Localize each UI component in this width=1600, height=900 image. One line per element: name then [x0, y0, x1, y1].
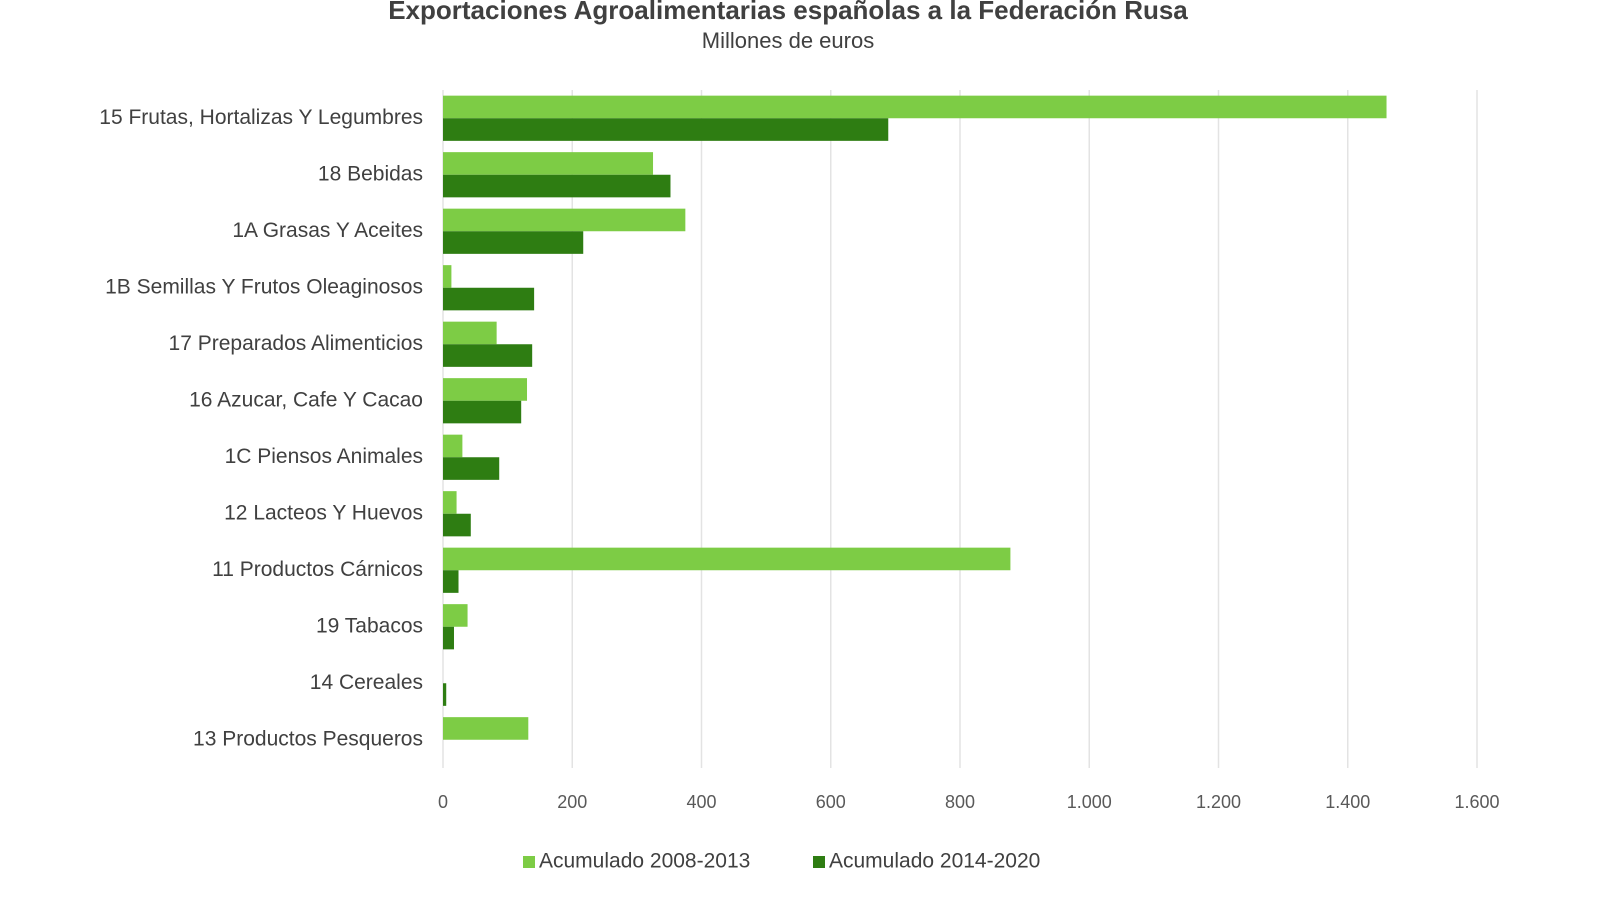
bar: [443, 287, 535, 311]
bar: [443, 118, 889, 141]
bar: [443, 378, 528, 401]
bar: [443, 717, 529, 740]
y-tick-label: 14 Cereales: [310, 671, 423, 694]
legend-swatch: [523, 856, 535, 868]
bar: [443, 570, 459, 593]
bar: [443, 400, 522, 424]
x-tick-label: 800: [945, 792, 975, 812]
bar: [443, 152, 654, 175]
x-tick-label: 1.600: [1454, 792, 1499, 812]
bar: [443, 434, 463, 458]
legend-swatch: [813, 856, 825, 868]
bar: [443, 321, 497, 345]
y-tick-label: 15 Frutas, Hortalizas Y Legumbres: [99, 106, 423, 129]
bar: [443, 457, 500, 480]
bar: [443, 604, 468, 627]
y-tick-label: 12 Lacteos Y Huevos: [224, 501, 423, 524]
x-tick-label: 400: [686, 792, 716, 812]
bar: [443, 626, 454, 650]
bar: [443, 344, 533, 367]
bar: [443, 491, 457, 514]
y-tick-label: 16 Azucar, Cafe Y Cacao: [189, 388, 423, 411]
bar: [443, 513, 471, 537]
y-tick-label: 1A Grasas Y Aceites: [232, 219, 423, 242]
y-tick-label: 18 Bebidas: [318, 162, 423, 185]
y-tick-label: 1C Piensos Animales: [225, 445, 423, 468]
x-tick-label: 600: [816, 792, 846, 812]
bar: [443, 208, 686, 232]
bar: [443, 95, 1387, 119]
y-tick-label: 13 Productos Pesqueros: [193, 727, 423, 750]
legend-label: Acumulado 2008-2013: [539, 850, 750, 873]
chart-title: Exportaciones Agroalimentarias españolas…: [388, 0, 1188, 25]
x-tick-label: 0: [438, 792, 448, 812]
x-tick-label: 1.400: [1325, 792, 1370, 812]
bar: [443, 683, 447, 706]
y-tick-label: 17 Preparados Alimenticios: [169, 332, 423, 355]
x-tick-label: 1.000: [1067, 792, 1112, 812]
bar: [443, 231, 584, 254]
bar: [443, 547, 1011, 571]
bar: [443, 174, 671, 198]
y-tick-label: 1B Semillas Y Frutos Oleaginosos: [105, 275, 423, 298]
chart-subtitle: Millones de euros: [702, 28, 874, 53]
y-tick-label: 11 Productos Cárnicos: [212, 558, 423, 581]
x-tick-label: 1.200: [1196, 792, 1241, 812]
legend-label: Acumulado 2014-2020: [829, 850, 1040, 873]
y-tick-label: 19 Tabacos: [316, 614, 423, 637]
bar: [443, 265, 452, 288]
x-tick-label: 200: [557, 792, 587, 812]
